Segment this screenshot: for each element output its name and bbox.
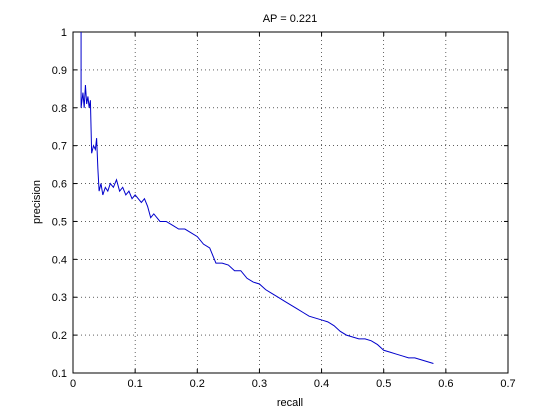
x-tick-label: 0.1	[127, 378, 142, 390]
y-tick-label: 0.3	[52, 292, 67, 304]
y-tick-label: 0.9	[52, 65, 67, 77]
y-tick-label: 0.2	[52, 330, 67, 342]
x-tick-label: 0.5	[376, 378, 391, 390]
y-tick-label: 1	[61, 27, 67, 39]
x-tick-label: 0.7	[500, 378, 515, 390]
x-axis-label: recall	[277, 397, 303, 409]
pr-curve	[80, 32, 434, 365]
axes-box	[72, 31, 509, 374]
x-tick-label: 0.3	[252, 378, 267, 390]
y-axis-label: precision	[31, 180, 43, 224]
y-tick-label: 0.1	[52, 368, 67, 380]
y-tick-label: 0.8	[52, 103, 67, 115]
y-tick-label: 0.4	[52, 254, 67, 266]
chart-title: AP = 0.221	[263, 13, 318, 25]
x-tick-label: 0.2	[190, 378, 205, 390]
y-tick-label: 0.6	[52, 179, 67, 191]
x-tick-label: 0.6	[438, 378, 453, 390]
x-tick-label: 0.4	[314, 378, 329, 390]
x-tick-label: 0	[70, 378, 76, 390]
y-tick-label: 0.7	[52, 141, 67, 153]
plot-area	[73, 32, 508, 373]
y-tick-label: 0.5	[52, 216, 67, 228]
